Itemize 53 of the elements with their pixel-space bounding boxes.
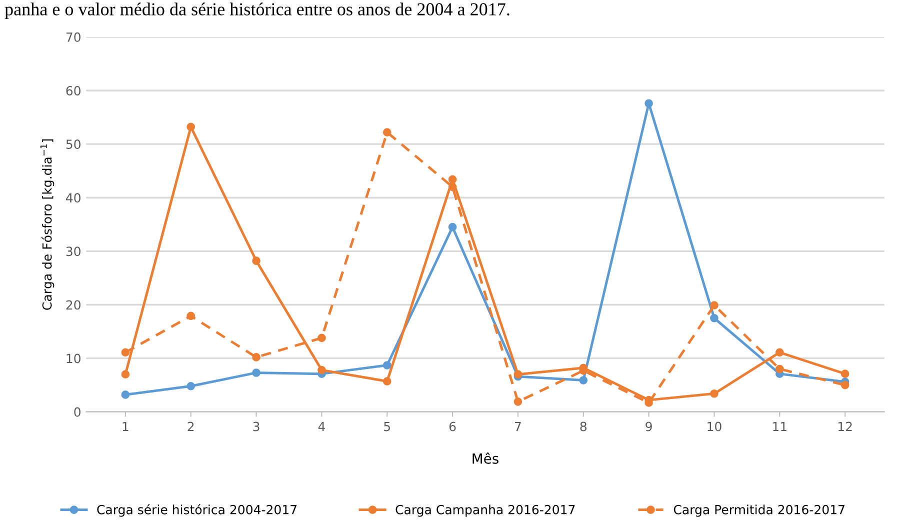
x-tick-label: 5 [384, 422, 390, 432]
point [840, 380, 850, 390]
point [252, 368, 260, 377]
x-tick-label: 9 [646, 422, 652, 432]
point [775, 348, 784, 357]
y-tick-label: 30 [66, 246, 80, 256]
x-tick-label: 8 [580, 422, 586, 432]
point [382, 361, 392, 370]
y-tick-label: 40 [66, 193, 80, 203]
y-tick-label: 60 [66, 86, 80, 96]
legend-label: Carga Permitida 2016-2017 [674, 504, 844, 517]
point [448, 175, 457, 184]
text: panha e o valor médio da série histórica entre os anos de 2004 a 2017. [4, 2, 510, 20]
point [710, 314, 718, 322]
legend-label: Carga série histórica 2004-2017 [97, 504, 296, 517]
y-tick-label: 70 [66, 32, 80, 42]
point [186, 312, 196, 320]
point [448, 222, 457, 232]
y-tick-label: 0 [74, 407, 80, 417]
x-tick-label: 3 [253, 422, 260, 432]
y-tick-label: 10 [66, 354, 80, 364]
legend-label: Carga Campanha 2016-2017 [396, 504, 575, 517]
point [840, 370, 850, 378]
x-tick-label: 12 [838, 422, 852, 432]
point [710, 301, 718, 310]
point [121, 370, 130, 379]
point [121, 390, 130, 399]
point [318, 366, 326, 374]
point [121, 348, 130, 357]
point [382, 377, 392, 386]
x-tick-label: 6 [449, 422, 456, 432]
point [318, 334, 326, 342]
point [252, 256, 260, 265]
point [710, 389, 718, 398]
x-tick-label: 2 [188, 422, 194, 432]
x-axis-title: Mês [472, 452, 498, 464]
point [186, 382, 196, 390]
point [514, 398, 522, 406]
x-tick-label: 10 [708, 422, 722, 432]
y-tick-label: 50 [66, 140, 80, 149]
point [448, 182, 457, 192]
point [644, 99, 653, 108]
point [252, 353, 260, 362]
x-tick-label: 1 [122, 422, 128, 432]
point [382, 128, 392, 136]
point [579, 376, 588, 384]
x-tick-label: 11 [773, 422, 786, 432]
x-tick-label: 7 [515, 422, 521, 432]
y-tick-label: 20 [66, 300, 80, 310]
x-tick-label: 4 [318, 422, 325, 432]
point [186, 122, 196, 132]
point [775, 364, 784, 374]
y-axis-title: Carga de Fósforo [kg.dia$^{−1}$] [40, 139, 54, 310]
